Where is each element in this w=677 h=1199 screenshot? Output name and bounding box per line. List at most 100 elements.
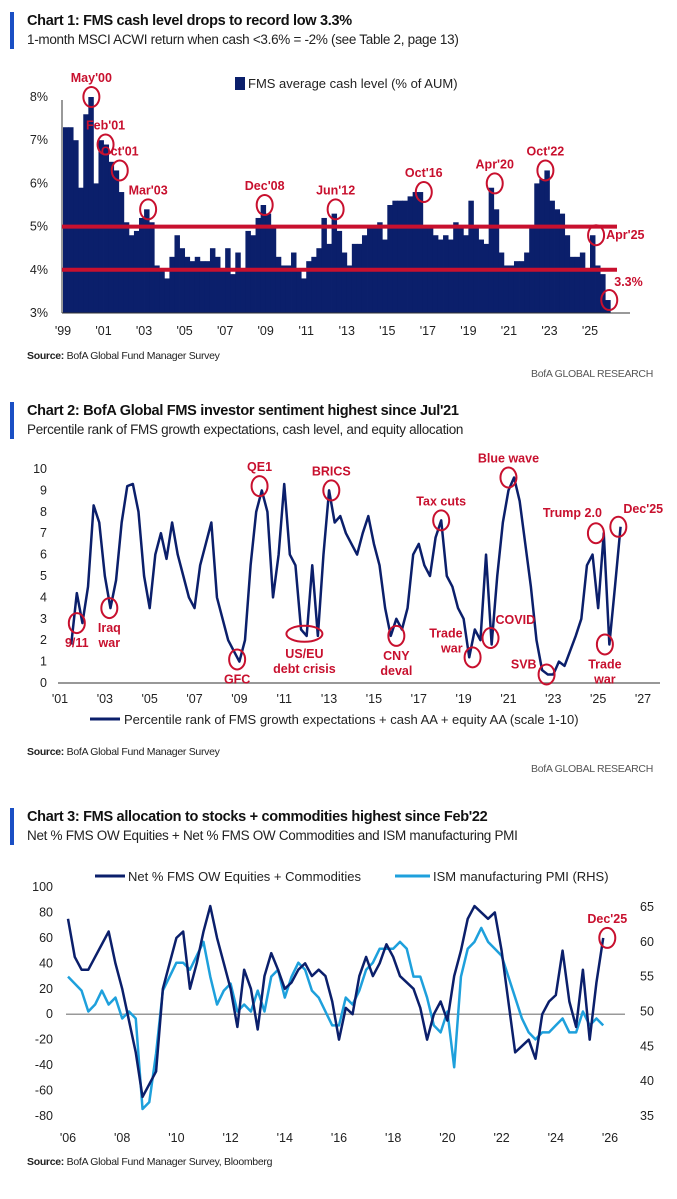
bar <box>235 252 241 313</box>
chart3-header: Chart 3: FMS allocation to stocks + comm… <box>10 808 518 845</box>
bar <box>549 200 555 313</box>
bar <box>519 261 525 313</box>
annotation-line: debt crisis <box>273 662 336 676</box>
annotation-label: Blue wave <box>478 452 539 466</box>
bar <box>513 261 520 313</box>
y-tick-label: -80 <box>35 1109 53 1123</box>
bar <box>346 265 353 313</box>
bar <box>174 235 180 313</box>
bar <box>321 217 327 313</box>
annotation-label: 3.3% <box>614 275 643 289</box>
annotation-circle <box>285 624 324 643</box>
annotation-line: Apr'25 <box>606 228 644 242</box>
x-tick-label: '17 <box>411 692 427 706</box>
chart1-source: Source: BofA Global Fund Manager Survey <box>27 350 220 362</box>
annotation-line: Blue wave <box>478 452 539 466</box>
legend-swatch <box>235 77 245 90</box>
x-tick-label: '26 <box>602 1131 618 1145</box>
y-tick-label: 6 <box>40 548 47 562</box>
x-tick-label: '09 <box>258 324 274 338</box>
annotation-line: Dec'08 <box>245 179 285 193</box>
y-tick-label: 8% <box>30 90 48 104</box>
x-tick-label: '22 <box>493 1131 509 1145</box>
legend-label: ISM manufacturing PMI (RHS) <box>433 869 609 884</box>
annotation-label: Tax cuts <box>416 494 466 508</box>
y-tick-label: 2 <box>40 633 47 647</box>
source-label: Source: <box>27 746 64 758</box>
y-tick-label: 60 <box>640 935 654 949</box>
bar <box>113 170 120 313</box>
x-tick-label: '08 <box>114 1131 130 1145</box>
bar <box>392 200 398 313</box>
bar <box>407 196 414 313</box>
y-tick-label: 8 <box>40 505 47 519</box>
chart1-plot: 3% 4% 5% 6% 7% 8% '99 '01 '03 '05 '07 '09 '11 '13 '15 '… <box>30 71 645 338</box>
bar <box>199 261 206 313</box>
x-tick-label: '05 <box>176 324 192 338</box>
chart3-title: Chart 3: FMS allocation to stocks + comm… <box>27 809 488 825</box>
bar <box>554 209 560 313</box>
source-text: BofA Global Fund Manager Survey, Bloombe… <box>66 1156 273 1168</box>
annotation-label: CNY deval <box>380 649 412 678</box>
y-tick-label: 50 <box>640 1005 654 1019</box>
x-tick-label: '13 <box>321 692 337 706</box>
annotation-circle <box>255 194 274 216</box>
y-tick-label: 4% <box>30 263 48 277</box>
annotation-circle <box>537 663 556 686</box>
annotation-line: Tax cuts <box>416 494 466 508</box>
annotation-circle <box>96 133 115 156</box>
bar <box>524 252 530 313</box>
annotation-circle <box>499 466 518 489</box>
series-line-equities-commodities <box>66 904 605 1099</box>
chart1-subtitle: 1-month MSCI ACWI return when cash <3.6%… <box>27 32 459 47</box>
y-tick-label: 10 <box>33 462 47 476</box>
bar <box>443 235 449 313</box>
bar <box>559 213 566 313</box>
bar <box>164 278 170 313</box>
x-tick-label: '23 <box>545 692 561 706</box>
brand-label: BofA GLOBAL RESEARCH <box>531 368 653 380</box>
x-tick-label: '18 <box>385 1131 401 1145</box>
x-tick-label: '05 <box>142 692 158 706</box>
bar <box>128 235 135 313</box>
bar <box>280 265 287 313</box>
bar <box>356 243 363 313</box>
y-tick-label: 80 <box>39 905 53 919</box>
annotation-line: Oct'16 <box>405 166 443 180</box>
annotation-circle <box>463 646 482 669</box>
bar <box>508 265 515 313</box>
annotation-line: May'00 <box>71 71 112 85</box>
x-tick-label: '25 <box>590 692 606 706</box>
bar <box>204 261 211 313</box>
bar <box>189 261 196 313</box>
bar <box>103 144 110 313</box>
y-tick-label: 6% <box>30 176 48 190</box>
y-tick-label: 3% <box>30 306 48 320</box>
y-tick-label: 40 <box>39 956 53 970</box>
y-tick-label: 0 <box>40 676 47 690</box>
annotation-circle <box>600 289 619 312</box>
bar <box>331 213 338 313</box>
bar <box>250 235 256 313</box>
y-tick-label: -20 <box>35 1033 53 1047</box>
x-tick-label: '07 <box>217 324 233 338</box>
bar <box>361 235 368 313</box>
annotation-circle <box>414 181 433 204</box>
annotation-line: Iraq <box>98 621 121 635</box>
annotation-label: Apr'20 <box>476 157 514 171</box>
series-line <box>69 476 622 676</box>
annotation-line: Jun'12 <box>316 183 355 197</box>
annotation-line: SVB <box>511 657 537 671</box>
y-tick-label: 0 <box>46 1007 53 1021</box>
annotation-label: May'00 <box>71 71 112 85</box>
x-tick-label: '17 <box>420 324 436 338</box>
y-tick-label: 4 <box>40 590 47 604</box>
legend-label: FMS average cash level (% of AUM) <box>248 76 458 91</box>
chart1-title: Chart 1: FMS cash level drops to record … <box>27 13 352 29</box>
bar <box>154 265 160 313</box>
annotation-line: Apr'20 <box>476 157 514 171</box>
x-tick-label: '25 <box>582 324 598 338</box>
bar <box>605 300 611 313</box>
y-tick-label: 5% <box>30 220 48 234</box>
